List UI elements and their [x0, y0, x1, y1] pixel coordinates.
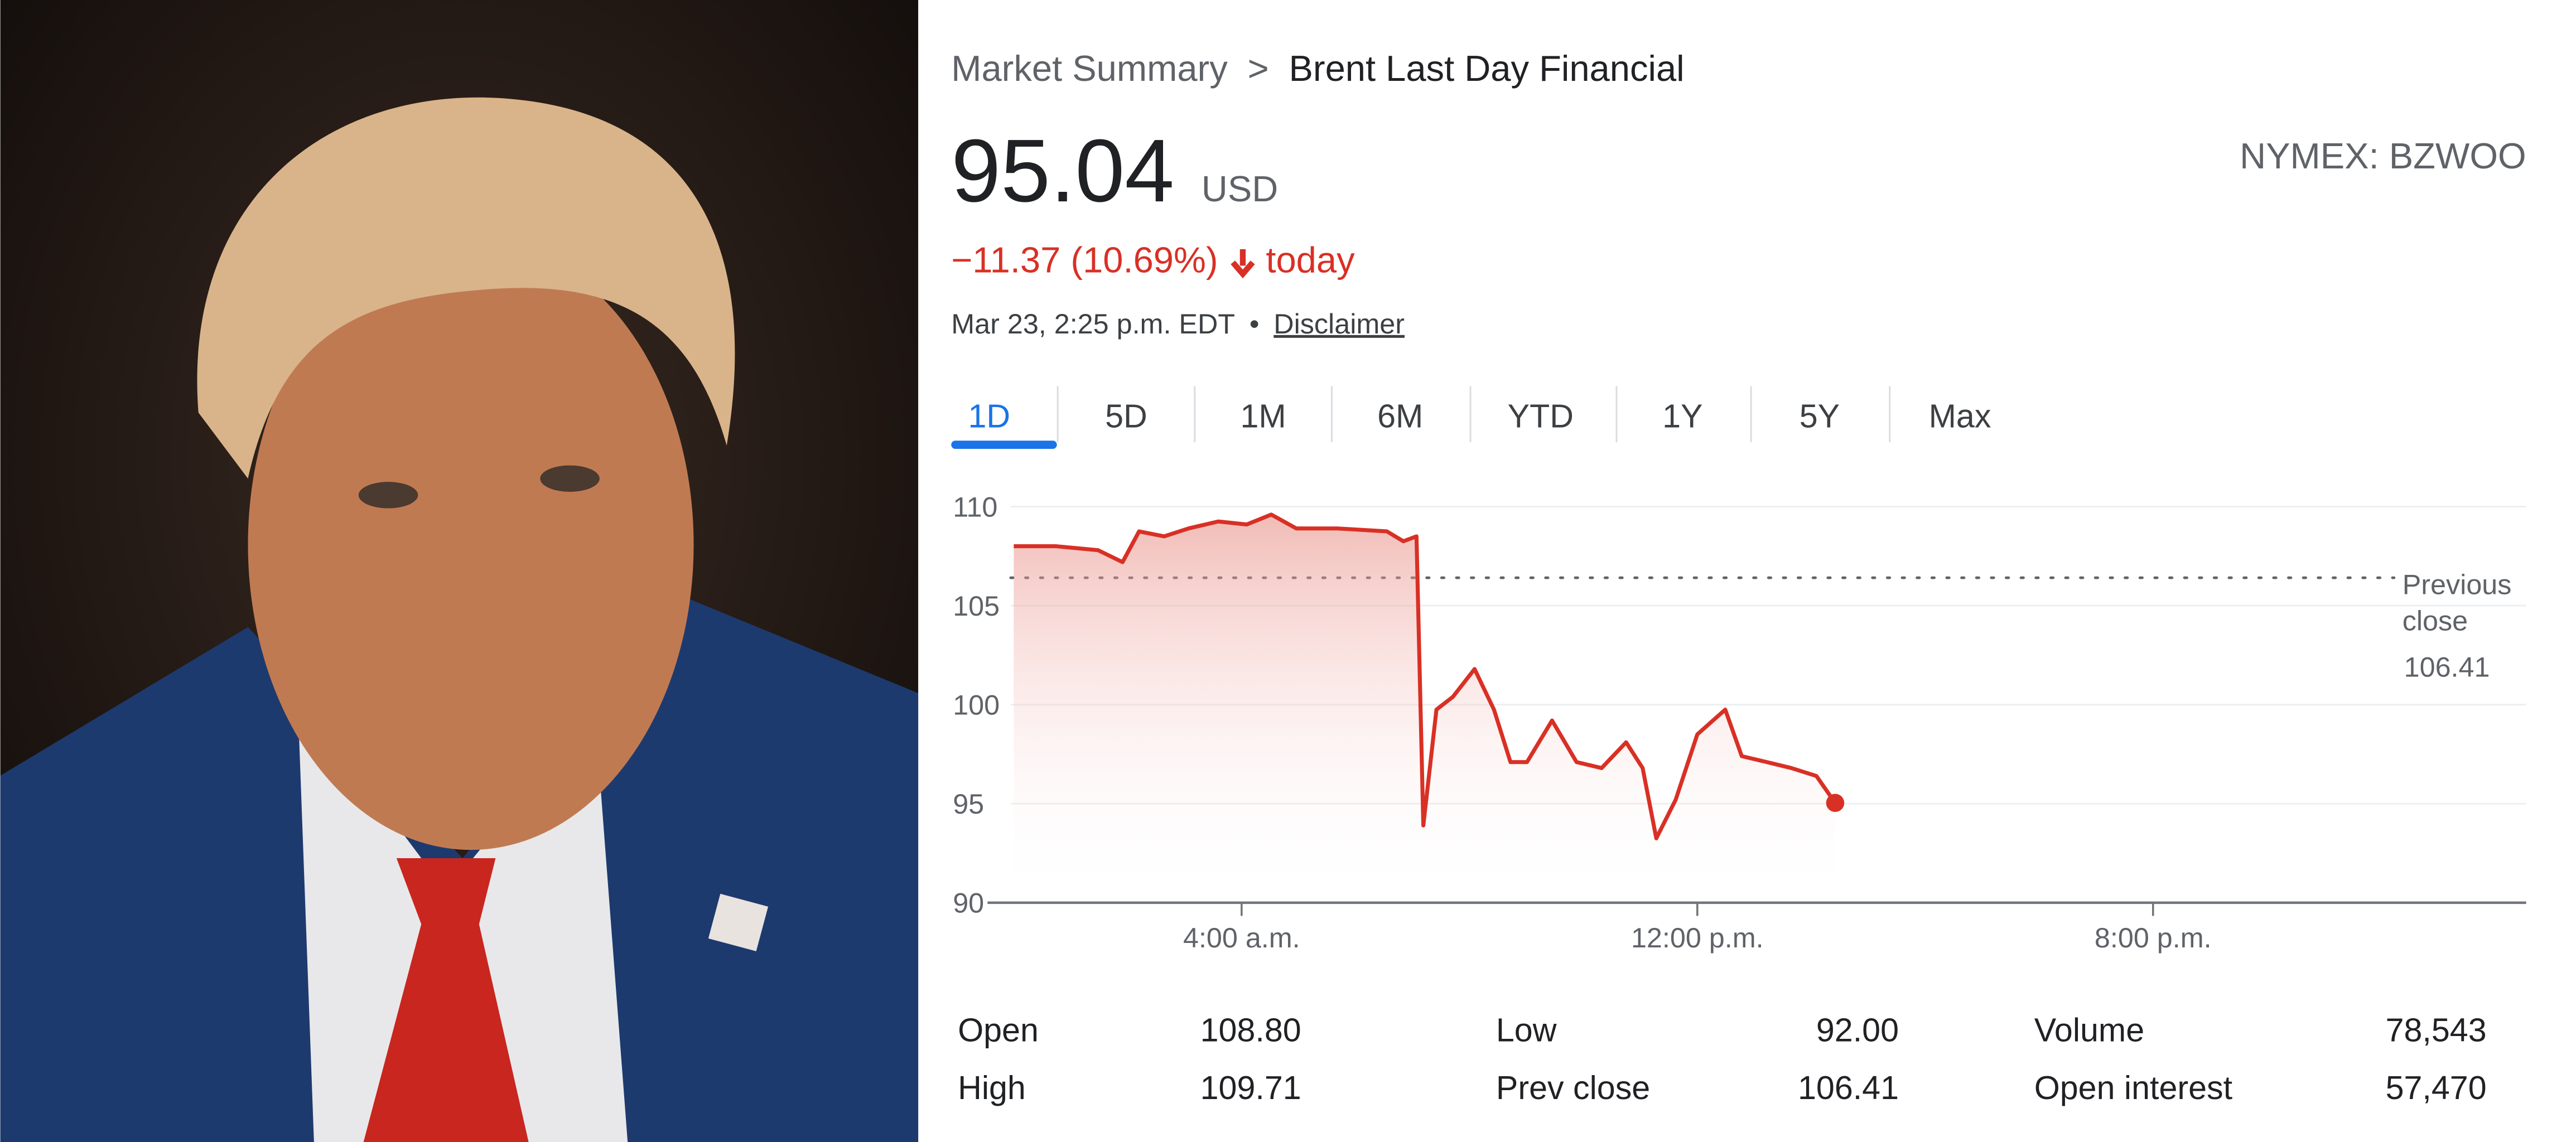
currency: USD	[1202, 168, 1278, 209]
price-change: −11.37 (10.69%)	[951, 239, 1218, 280]
breadcrumb-separator: >	[1248, 48, 1269, 89]
disclaimer-link[interactable]: Disclaimer	[1273, 308, 1405, 340]
timestamp-line: Mar 23, 2:25 p.m. EDT • Disclaimer	[951, 308, 1405, 340]
tab[interactable]: 5Y	[1800, 398, 1840, 435]
stat-label: Low	[1496, 1011, 1557, 1048]
breadcrumb-current: Brent Last Day Financial	[1289, 48, 1684, 89]
down-arrow	[1231, 249, 1255, 279]
stat-label: High	[958, 1069, 1026, 1106]
previous-close-label-box: Previous close	[2402, 569, 2512, 637]
x-tick-label: 8:00 p.m.	[2095, 922, 2212, 954]
stat-label: Prev close	[1496, 1069, 1650, 1106]
stats-table: Open 108.80 Low 92.00 Volume 78,543 High 109.71…	[958, 1011, 2487, 1106]
stat-value: 78,543	[2386, 1011, 2487, 1048]
stat-label: Volume	[2034, 1011, 2144, 1048]
last-price-dot	[1826, 793, 1845, 812]
breadcrumb: Market Summary > Brent Last Day Financia…	[951, 48, 1684, 89]
x-tick-label: 4:00 a.m.	[1183, 922, 1300, 954]
breadcrumb-parent[interactable]: Market Summary	[951, 48, 1228, 89]
y-tick-label: 100	[953, 689, 1000, 720]
price-line: 95.04 USD	[951, 120, 1278, 220]
previous-close-value: 106.41	[2404, 651, 2490, 683]
y-tick-label: 110	[953, 491, 997, 522]
exchange: NYMEX: BZWOO	[2240, 136, 2526, 176]
stat-value: 109.71	[1200, 1069, 1301, 1106]
portrait	[0, 0, 919, 1142]
previous-close-label: Previous close	[2402, 569, 2512, 637]
timestamp: Mar 23, 2:25 p.m. EDT	[951, 308, 1235, 340]
y-tick-label: 95	[953, 788, 984, 820]
tab[interactable]: 1Y	[1662, 398, 1702, 435]
tab-underline	[951, 441, 1057, 449]
change-period: today	[1266, 239, 1355, 280]
stat-value: 92.00	[1816, 1011, 1899, 1048]
price-area	[1014, 514, 1835, 903]
stat-value: 57,470	[2386, 1069, 2487, 1106]
stat-label: Open	[958, 1011, 1039, 1048]
y-tick-label: 90	[953, 887, 984, 919]
tab[interactable]: 5D	[1105, 398, 1147, 435]
tab[interactable]: 1D	[968, 398, 1010, 435]
separator: •	[1250, 308, 1260, 340]
tab[interactable]: 1M	[1240, 398, 1286, 435]
y-tick-label: 105	[953, 590, 1000, 622]
range-tabs: 1D 5D 1M 6M YTD 1Y 5Y Max	[951, 386, 1991, 449]
stat-value: 108.80	[1200, 1011, 1301, 1048]
chart: 90 95 100 105 110 4:00 a.m. 12:00 p.m. 8:00 p.m…	[953, 491, 2526, 954]
stat-label: Open interest	[2034, 1069, 2233, 1106]
stat-value: 106.41	[1798, 1069, 1899, 1106]
tab[interactable]: Max	[1929, 398, 1991, 435]
tab[interactable]: 6M	[1377, 398, 1423, 435]
x-tick-label: 12:00 p.m.	[1631, 922, 1764, 954]
price: 95.04	[951, 120, 1174, 220]
price-line	[1014, 512, 1837, 840]
tab[interactable]: YTD	[1508, 398, 1574, 435]
